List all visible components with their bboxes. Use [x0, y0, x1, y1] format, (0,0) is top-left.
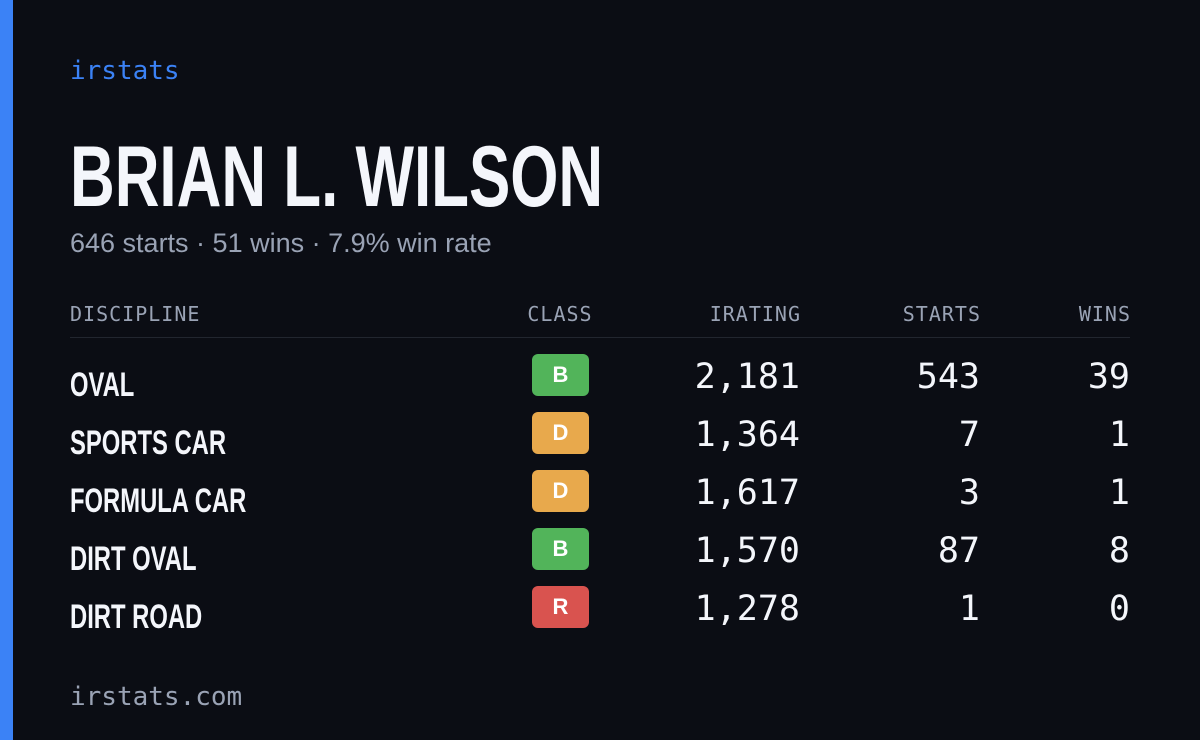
brand: irstats [70, 56, 180, 86]
wins: 1 [1108, 415, 1130, 455]
irating: 2,181 [694, 357, 800, 397]
summary: 646 starts · 51 wins · 7.9% win rate [70, 228, 492, 258]
discipline: OVAL [70, 366, 135, 404]
class-badge: B [532, 354, 589, 396]
class-badge: D [532, 470, 589, 512]
footer-url: irstats.com [70, 682, 243, 712]
irating: 1,364 [694, 415, 800, 455]
driver-name: BRIAN L. WILSON [70, 129, 604, 225]
irating: 1,617 [694, 473, 800, 513]
discipline: SPORTS CAR [70, 424, 227, 462]
column-header: CLASS [527, 302, 593, 326]
column-header: IRATING [709, 302, 801, 326]
wins: 0 [1108, 589, 1130, 629]
discipline: DIRT OVAL [70, 540, 197, 578]
accent-bar [0, 0, 13, 740]
wins: 1 [1108, 473, 1130, 513]
discipline: FORMULA CAR [70, 482, 247, 520]
wins: 39 [1087, 357, 1130, 397]
class-badge: R [532, 586, 589, 628]
starts: 3 [958, 473, 980, 513]
starts: 87 [937, 531, 980, 571]
starts: 1 [958, 589, 980, 629]
column-header: WINS [1078, 302, 1131, 326]
class-badge: D [532, 412, 589, 454]
column-header: STARTS [902, 302, 981, 326]
class-badge: B [532, 528, 589, 570]
column-header: DISCIPLINE [70, 302, 201, 326]
separator [70, 337, 1130, 338]
irating: 1,570 [694, 531, 800, 571]
starts: 543 [916, 357, 980, 397]
starts: 7 [958, 415, 980, 455]
discipline: DIRT ROAD [70, 598, 203, 636]
irating: 1,278 [694, 589, 800, 629]
wins: 8 [1108, 531, 1130, 571]
